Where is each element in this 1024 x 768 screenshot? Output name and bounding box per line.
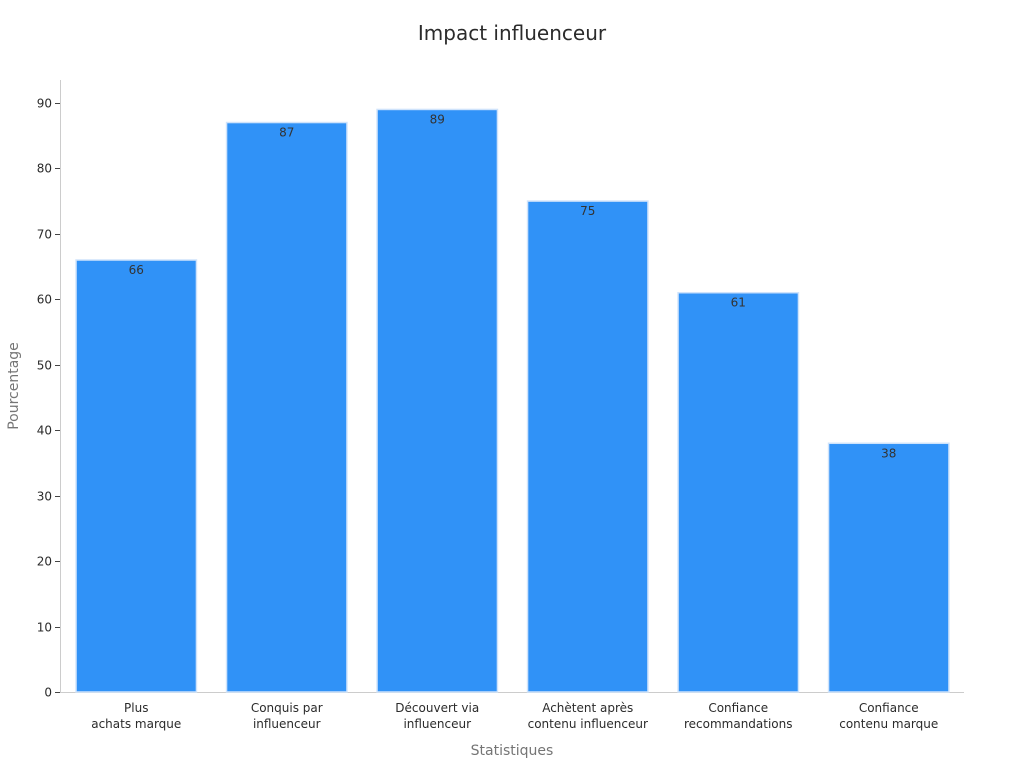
x-tick-label: Découvert via influenceur bbox=[395, 701, 479, 731]
bar bbox=[526, 200, 649, 693]
x-tick-label-line: Achètent après bbox=[542, 701, 633, 715]
bar-value-label: 89 bbox=[430, 112, 445, 126]
y-tick-label: 60 bbox=[37, 293, 52, 307]
x-tick-label-line: recommandations bbox=[684, 717, 793, 731]
y-tick-label: 90 bbox=[37, 97, 52, 111]
y-tick-label: 30 bbox=[37, 490, 52, 504]
x-tick-label-line: influenceur bbox=[403, 717, 471, 731]
bar bbox=[376, 108, 499, 693]
bar-value-label: 87 bbox=[279, 126, 294, 140]
y-tick-label: 50 bbox=[37, 359, 52, 373]
bar-value-label: 38 bbox=[881, 446, 896, 460]
bar bbox=[75, 259, 198, 693]
x-tick-label-line: contenu marque bbox=[839, 717, 938, 731]
bar bbox=[827, 442, 950, 693]
y-tick-label: 70 bbox=[37, 228, 52, 242]
y-tick-label: 40 bbox=[37, 424, 52, 438]
y-tick-label: 80 bbox=[37, 162, 52, 176]
bar bbox=[225, 121, 348, 693]
bar-value-label: 66 bbox=[129, 263, 144, 277]
x-tick-label: Confiance contenu marque bbox=[839, 701, 938, 731]
y-tick-label: 20 bbox=[37, 555, 52, 569]
bar-value-label: 61 bbox=[731, 296, 746, 310]
x-tick-label-line: Conquis par bbox=[251, 701, 323, 715]
bars-group: 66 87 89 75 61 38 bbox=[75, 108, 950, 693]
chart-title: Impact influenceur bbox=[418, 21, 607, 45]
y-axis-title: Pourcentage bbox=[6, 342, 22, 430]
x-axis-title: Statistiques bbox=[471, 743, 554, 759]
x-tick-label-line: Confiance bbox=[708, 701, 768, 715]
bar-value-label: 75 bbox=[580, 204, 595, 218]
x-tick-label-line: contenu influenceur bbox=[528, 717, 648, 731]
x-tick-label: Conquis par influenceur bbox=[251, 701, 323, 731]
bar bbox=[677, 291, 800, 693]
y-axis-ticks: 0 10 20 30 40 50 60 70 80 90 bbox=[37, 97, 60, 700]
x-tick-label-line: Plus bbox=[124, 701, 148, 715]
x-tick-label: Plus achats marque bbox=[91, 701, 181, 731]
x-tick-label-line: Découvert via bbox=[395, 701, 479, 715]
y-tick-label: 0 bbox=[44, 686, 52, 700]
y-tick-label: 10 bbox=[37, 621, 52, 635]
x-tick-label: Achètent après contenu influenceur bbox=[528, 701, 648, 731]
x-tick-label-line: influenceur bbox=[253, 717, 321, 731]
x-tick-label: Confiance recommandations bbox=[684, 701, 793, 731]
x-tick-label-line: achats marque bbox=[91, 717, 181, 731]
x-tick-label-line: Confiance bbox=[859, 701, 919, 715]
